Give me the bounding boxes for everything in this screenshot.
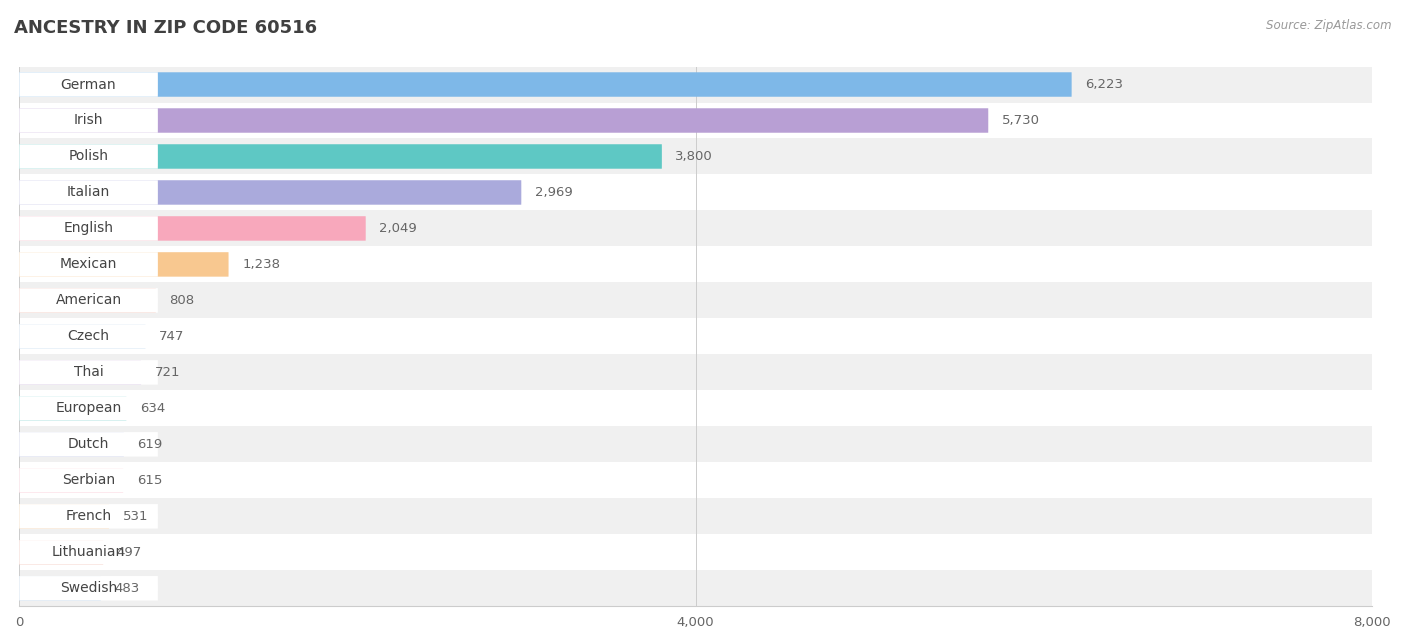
Text: Irish: Irish — [73, 113, 103, 128]
Text: 747: 747 — [159, 330, 184, 343]
FancyBboxPatch shape — [20, 504, 157, 529]
Bar — [20, 390, 1372, 426]
Text: ANCESTRY IN ZIP CODE 60516: ANCESTRY IN ZIP CODE 60516 — [14, 19, 318, 37]
Bar — [20, 211, 1372, 247]
FancyBboxPatch shape — [20, 360, 157, 384]
FancyBboxPatch shape — [20, 180, 522, 205]
Text: 619: 619 — [138, 438, 163, 451]
FancyBboxPatch shape — [20, 576, 101, 600]
Text: English: English — [63, 222, 114, 236]
Text: French: French — [66, 509, 111, 524]
Bar — [20, 102, 1372, 138]
FancyBboxPatch shape — [20, 108, 157, 133]
Text: 483: 483 — [114, 582, 139, 595]
Text: 497: 497 — [117, 546, 142, 559]
Text: 2,049: 2,049 — [380, 222, 418, 235]
FancyBboxPatch shape — [20, 360, 141, 384]
FancyBboxPatch shape — [20, 72, 157, 97]
Bar — [20, 175, 1372, 211]
Text: 6,223: 6,223 — [1085, 78, 1123, 91]
Bar — [20, 571, 1372, 606]
Text: 5,730: 5,730 — [1002, 114, 1040, 127]
Text: American: American — [55, 294, 122, 307]
FancyBboxPatch shape — [20, 432, 157, 457]
Text: 1,238: 1,238 — [242, 258, 280, 271]
FancyBboxPatch shape — [20, 144, 157, 169]
FancyBboxPatch shape — [20, 288, 156, 312]
Text: German: German — [60, 77, 117, 91]
FancyBboxPatch shape — [20, 72, 1071, 97]
FancyBboxPatch shape — [20, 468, 157, 493]
Text: Thai: Thai — [73, 365, 104, 379]
FancyBboxPatch shape — [20, 540, 157, 565]
Bar — [20, 462, 1372, 498]
Text: 3,800: 3,800 — [675, 150, 713, 163]
FancyBboxPatch shape — [20, 396, 127, 421]
Text: Dutch: Dutch — [67, 437, 110, 451]
Text: 531: 531 — [122, 510, 148, 523]
FancyBboxPatch shape — [20, 432, 124, 457]
Text: Serbian: Serbian — [62, 473, 115, 488]
Bar — [20, 138, 1372, 175]
Text: 634: 634 — [141, 402, 165, 415]
Text: Lithuanian: Lithuanian — [52, 545, 125, 559]
Bar — [20, 354, 1372, 390]
Text: Source: ZipAtlas.com: Source: ZipAtlas.com — [1267, 19, 1392, 32]
Text: 2,969: 2,969 — [534, 186, 572, 199]
Bar — [20, 535, 1372, 571]
Text: Italian: Italian — [67, 185, 110, 200]
Bar — [20, 283, 1372, 318]
Bar — [20, 498, 1372, 535]
FancyBboxPatch shape — [20, 540, 103, 565]
FancyBboxPatch shape — [20, 216, 157, 241]
FancyBboxPatch shape — [20, 396, 157, 421]
Text: 808: 808 — [169, 294, 194, 307]
FancyBboxPatch shape — [20, 288, 157, 312]
FancyBboxPatch shape — [20, 180, 157, 205]
FancyBboxPatch shape — [20, 504, 110, 529]
FancyBboxPatch shape — [20, 144, 662, 169]
FancyBboxPatch shape — [20, 252, 229, 277]
Bar — [20, 247, 1372, 283]
FancyBboxPatch shape — [20, 324, 146, 348]
Text: European: European — [55, 401, 122, 415]
Bar — [20, 426, 1372, 462]
FancyBboxPatch shape — [20, 216, 366, 241]
FancyBboxPatch shape — [20, 468, 124, 493]
Text: Swedish: Swedish — [60, 582, 117, 595]
Text: Polish: Polish — [69, 149, 108, 164]
FancyBboxPatch shape — [20, 108, 988, 133]
Text: 615: 615 — [136, 474, 162, 487]
FancyBboxPatch shape — [20, 576, 157, 600]
Text: Mexican: Mexican — [60, 258, 117, 271]
Text: Czech: Czech — [67, 329, 110, 343]
Text: 721: 721 — [155, 366, 180, 379]
Bar — [20, 318, 1372, 354]
FancyBboxPatch shape — [20, 324, 157, 348]
FancyBboxPatch shape — [20, 252, 157, 277]
Bar — [20, 66, 1372, 102]
